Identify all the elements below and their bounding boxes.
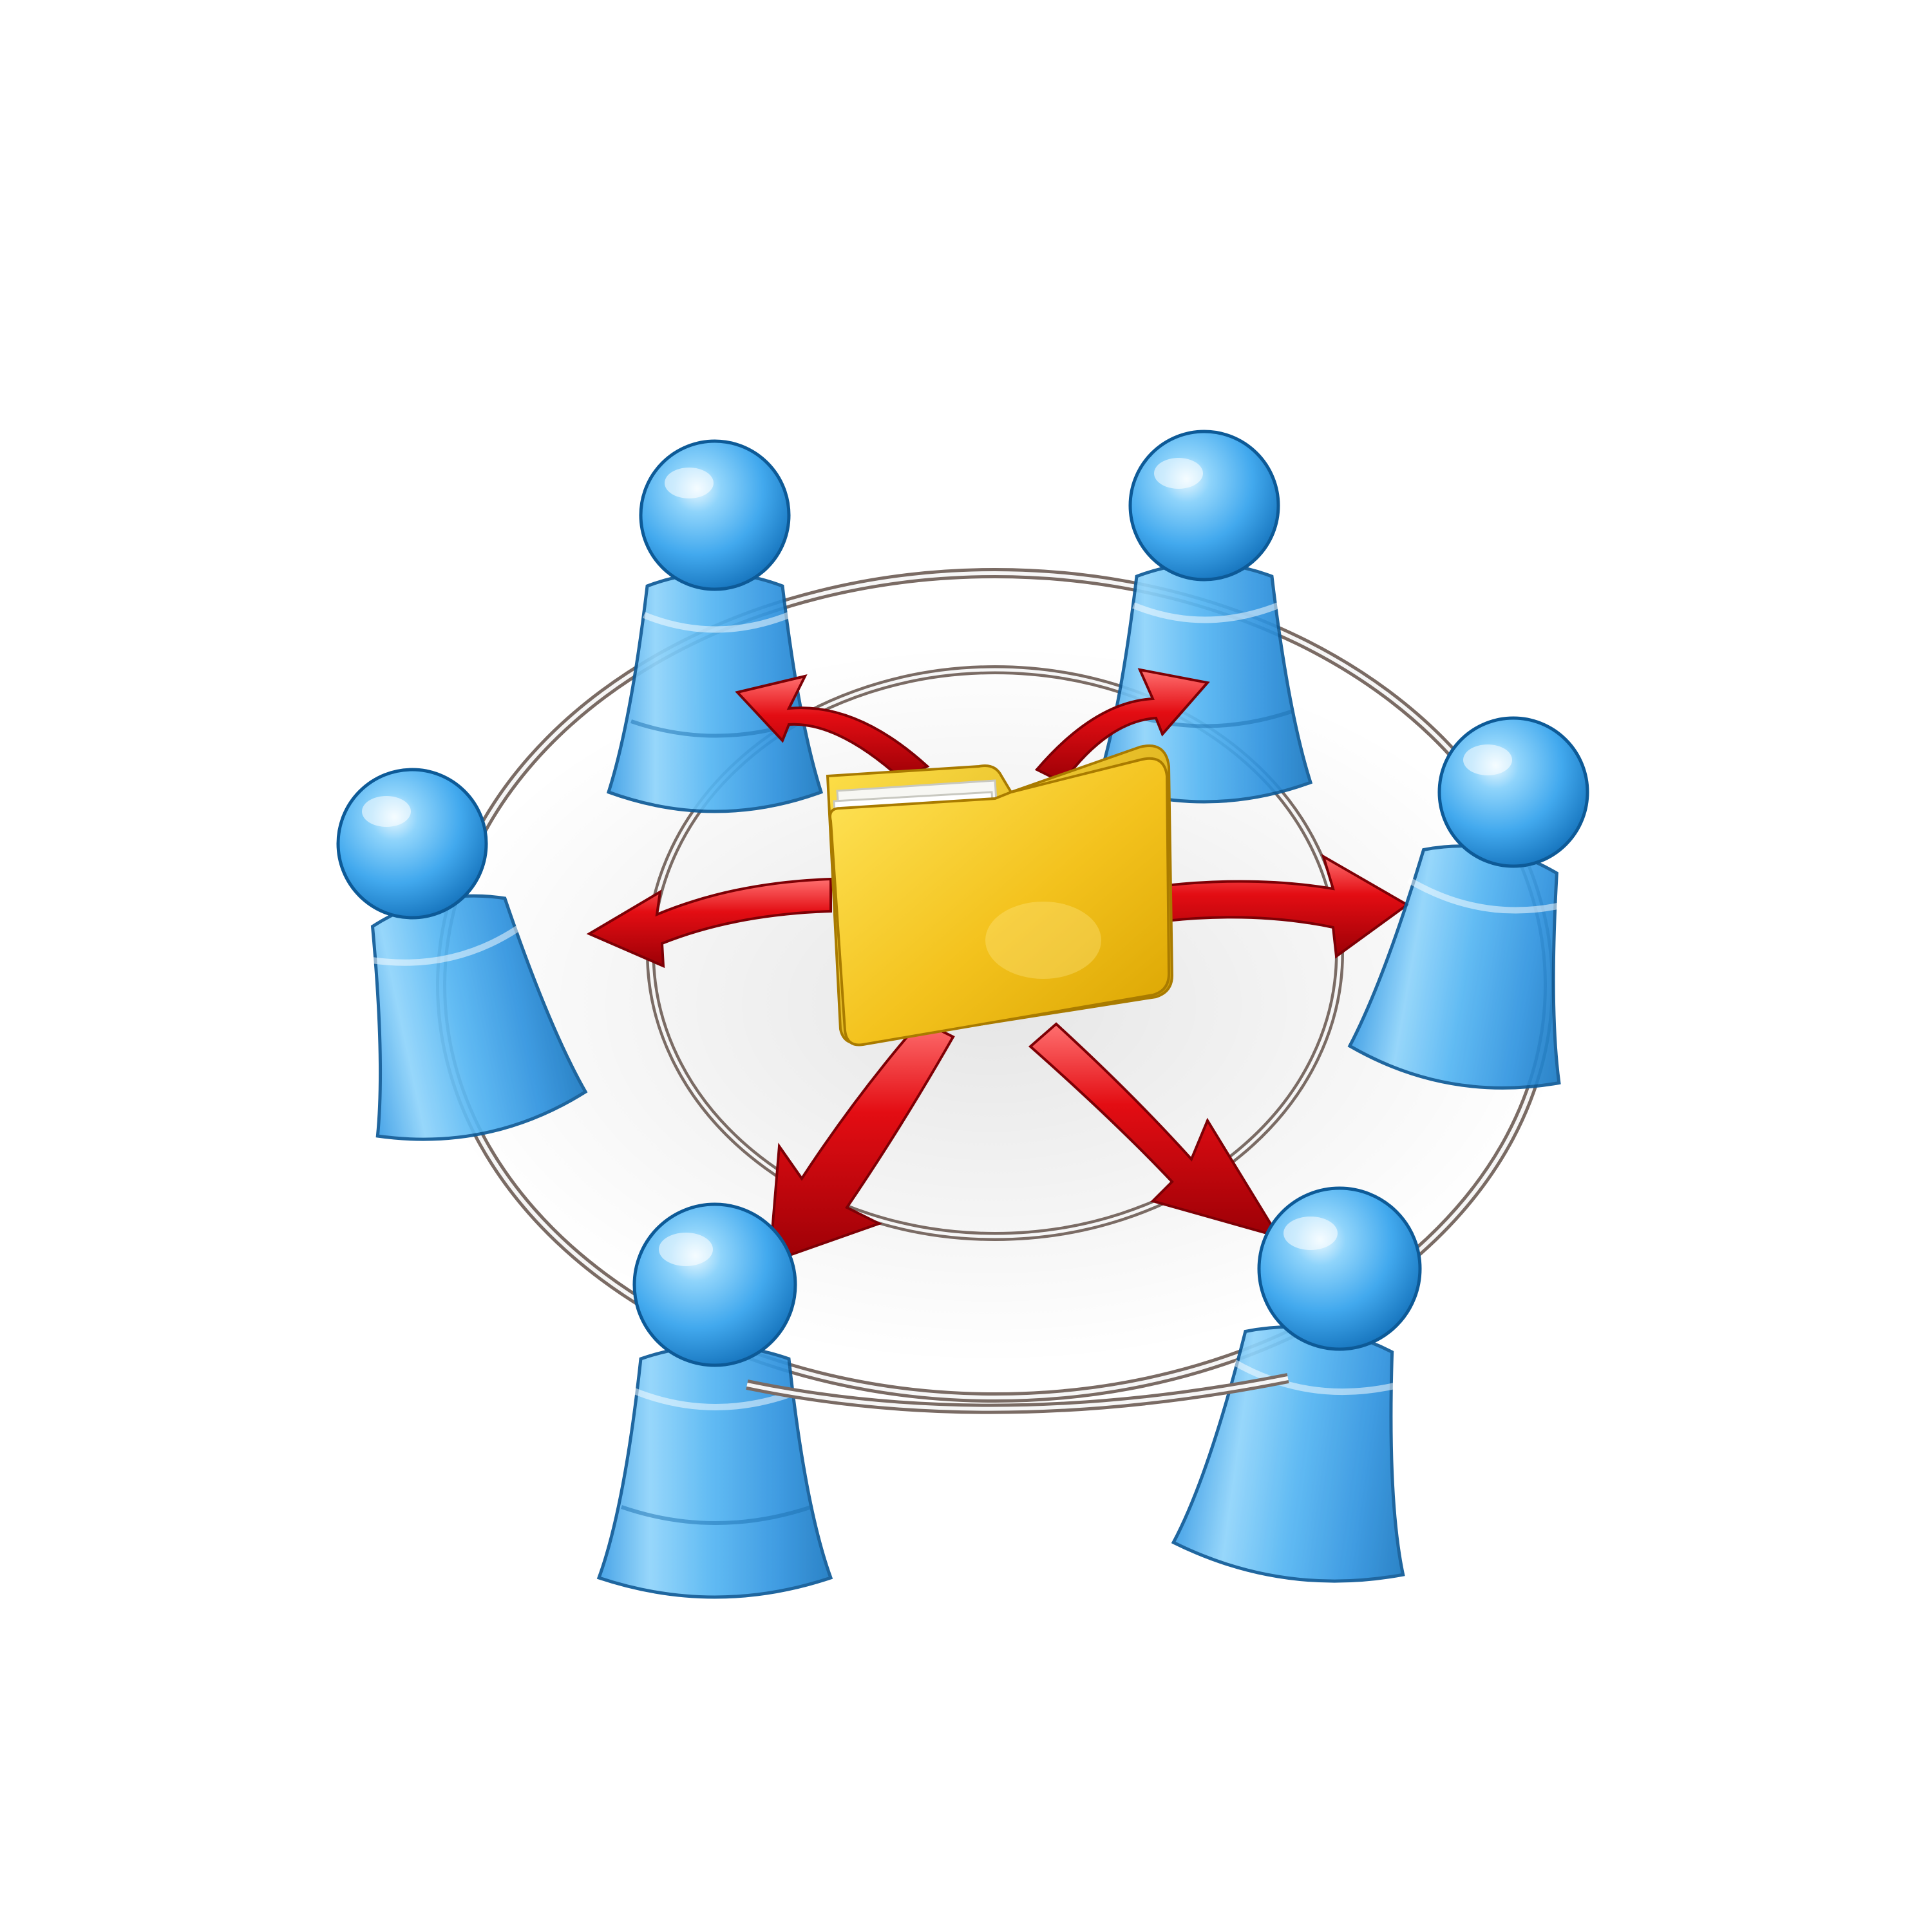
curved-arrow-icon-left [586, 877, 832, 969]
curved-arrow-icon-up-right [1034, 668, 1210, 784]
curved-arrow-icon-down-left [768, 1019, 955, 1264]
ring-front-segment [746, 1373, 1289, 1414]
person-pawn-icon-right [1347, 716, 1589, 1090]
person-pawn-icon-top-left [606, 439, 824, 813]
curved-arrow-icon-up-left [735, 674, 930, 781]
curved-arrow-icon-right [1164, 853, 1410, 959]
curved-arrow-icon-down-right [1028, 1022, 1282, 1239]
person-pawn-icon-top-right [1095, 430, 1313, 804]
person-pawn-icon-left [336, 768, 588, 1141]
folder-front [829, 757, 1171, 1046]
folder-icon [826, 744, 1174, 1046]
person-pawn-icon-bottom-left [596, 1202, 833, 1599]
